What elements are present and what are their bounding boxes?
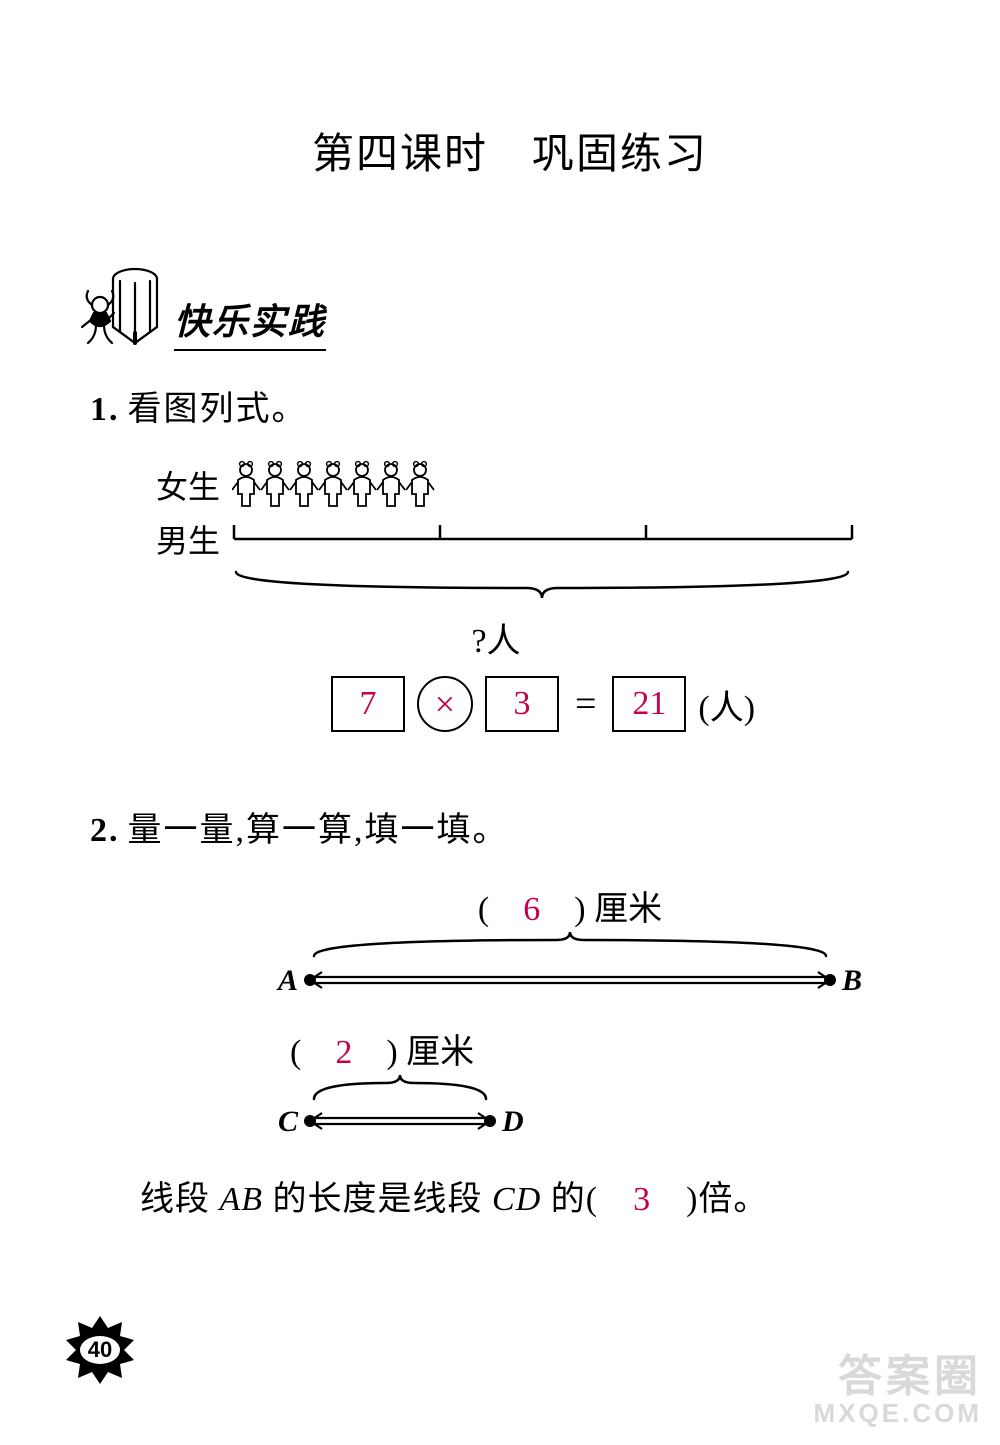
pencil-girl-icon (80, 261, 170, 351)
boys-label: 男生 (140, 516, 220, 562)
q1-equation: 7 × 3 = 21 (人) (140, 676, 940, 732)
section-label: 快乐实践 (174, 293, 326, 351)
watermark-line1: 答案圈 (814, 1354, 982, 1400)
brace-cd (310, 1073, 490, 1101)
stmt-pre: 线段 (140, 1181, 220, 1218)
page-number-badge: 40 (60, 1310, 140, 1395)
watermark-line2: MXQE.COM (814, 1400, 982, 1427)
segment-line (232, 524, 856, 554)
eq-unit: (人) (698, 680, 755, 729)
people-icons (232, 460, 445, 510)
cd-length-label: ( 2 ) 厘米 (290, 1024, 940, 1073)
question-mark-label: ?人 (140, 613, 852, 662)
watermark: 答案圈 MXQE.COM (814, 1354, 982, 1427)
svg-text:D: D (501, 1105, 524, 1138)
girls-row: 女生 (140, 460, 940, 510)
eq-operator: × (417, 676, 473, 732)
svg-text:A: A (276, 964, 298, 997)
worksheet-page: 第四课时 巩固练习 (0, 0, 1000, 1445)
ab-length-label: ( 6 ) 厘米 (280, 881, 860, 930)
line-cd: CD (220, 1101, 630, 1141)
eq-result: 21 (612, 676, 686, 732)
stmt-answer: 3 (633, 1181, 651, 1218)
q2-statement: 线段 AB 的长度是线段 CD 的( 3 )倍。 (140, 1171, 940, 1220)
eq-equals: = (575, 682, 596, 726)
brace-row (232, 568, 940, 613)
eq-operand-b: 3 (485, 676, 559, 732)
stmt-cd: CD (483, 1181, 542, 1218)
question-2: 2.量一量,算一算,填一填。 (90, 802, 940, 851)
page-number-text: 40 (88, 1337, 112, 1362)
girls-label: 女生 (140, 462, 220, 508)
curly-brace-down (232, 568, 852, 608)
q1-number: 1. (90, 391, 120, 428)
q1-text: 看图列式。 (128, 391, 308, 428)
page-title: 第四课时 巩固练习 (80, 120, 940, 181)
svg-text:C: C (278, 1105, 299, 1138)
stmt-ab: AB (220, 1181, 264, 1218)
stmt-mid2: 的( (541, 1181, 633, 1218)
q2-text: 量一量,算一算,填一填。 (128, 812, 509, 849)
line-ab: AB (220, 960, 970, 1000)
q1-diagram: 女生 男生 ?人 7 × 3 = 21 (人) (140, 460, 940, 732)
svg-text:B: B (841, 964, 862, 997)
q2-diagram: ( 6 ) 厘米 AB ( 2 ) 厘米 CD (220, 881, 940, 1141)
q2-number: 2. (90, 812, 120, 849)
question-1: 1.看图列式。 (90, 381, 940, 430)
brace-ab (310, 930, 830, 960)
boys-row: 男生 (140, 516, 940, 562)
eq-operand-a: 7 (331, 676, 405, 732)
section-header: 快乐实践 (80, 261, 940, 351)
stmt-mid1: 的长度是线段 (263, 1181, 483, 1218)
stmt-post: )倍。 (651, 1181, 768, 1218)
